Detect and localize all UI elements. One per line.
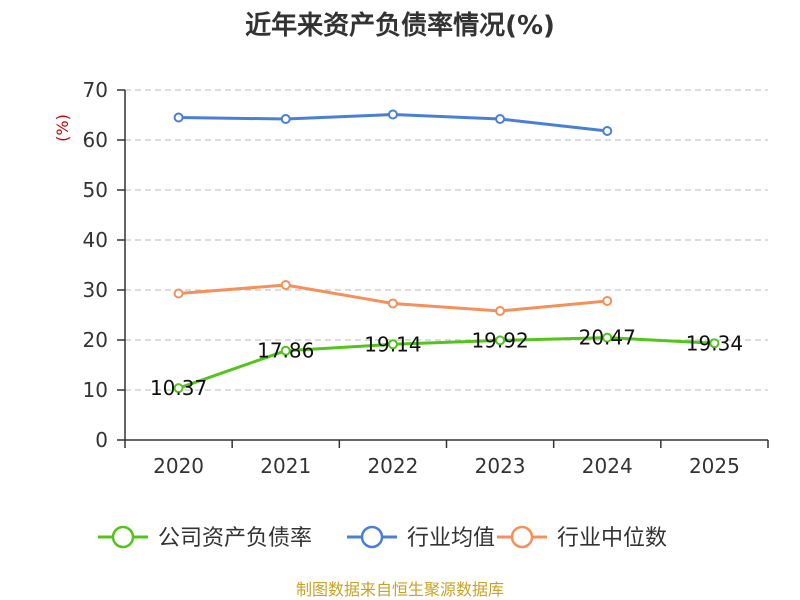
data-point[interactable] bbox=[495, 114, 506, 124]
series-1 bbox=[173, 109, 613, 136]
y-axis-unit: (%) bbox=[53, 114, 72, 142]
y-tick-labels: 0 10 20 30 40 50 60 70 bbox=[83, 78, 108, 452]
series-2 bbox=[173, 280, 613, 316]
data-label: 10.37 bbox=[150, 376, 207, 400]
data-point[interactable] bbox=[280, 345, 291, 356]
data-point[interactable] bbox=[495, 306, 506, 316]
grid-lines bbox=[125, 89, 768, 391]
data-point[interactable] bbox=[173, 383, 184, 394]
x-tick-label: 2024 bbox=[582, 454, 633, 478]
legend-swatch-marker bbox=[360, 525, 384, 549]
legend-swatch-marker bbox=[111, 525, 135, 549]
legend-label: 行业中位数 bbox=[557, 526, 667, 551]
chart-title: 近年来资产负债率情况(%) bbox=[245, 10, 555, 41]
series-group: 10.37 17.86 19.14 19.92 20.47 19.34 bbox=[150, 109, 743, 401]
y-tick-label: 70 bbox=[83, 78, 108, 102]
data-point[interactable] bbox=[387, 109, 398, 120]
x-tick-label: 2021 bbox=[260, 454, 311, 478]
source-note: 制图数据来自恒生聚源数据库 bbox=[296, 580, 504, 599]
legend-label: 公司资产负债率 bbox=[158, 526, 312, 551]
x-tick-label: 2020 bbox=[153, 454, 204, 478]
y-tick-label: 60 bbox=[83, 128, 108, 152]
series-line bbox=[177, 336, 716, 390]
data-label: 19.14 bbox=[364, 332, 421, 356]
data-label: 20.47 bbox=[579, 326, 636, 350]
data-label: 19.92 bbox=[471, 328, 528, 352]
y-tick-label: 0 bbox=[95, 428, 108, 452]
legend-swatch-marker bbox=[510, 525, 534, 549]
data-point[interactable] bbox=[387, 339, 398, 350]
x-tick-label: 2023 bbox=[475, 454, 526, 478]
y-tick-label: 20 bbox=[83, 328, 108, 352]
data-point[interactable] bbox=[602, 332, 613, 343]
x-tick-label: 2025 bbox=[689, 454, 740, 478]
legend-item-0[interactable]: 公司资产负债率 bbox=[98, 525, 312, 551]
data-point[interactable] bbox=[602, 126, 613, 136]
x-tick-labels: 2020 2021 2022 2023 2024 2025 bbox=[153, 454, 740, 478]
y-tick-label: 40 bbox=[83, 228, 108, 252]
y-tick-label: 30 bbox=[83, 278, 108, 302]
legend-label: 行业均值 bbox=[407, 526, 495, 551]
series-0: 10.37 17.86 19.14 19.92 20.47 19.34 bbox=[150, 326, 743, 401]
legend-item-2[interactable]: 行业中位数 bbox=[497, 525, 667, 551]
data-label: 17.86 bbox=[257, 339, 314, 363]
data-label: 19.34 bbox=[686, 331, 743, 355]
data-point[interactable] bbox=[173, 112, 184, 123]
axes bbox=[117, 89, 769, 448]
y-tick-label: 50 bbox=[83, 178, 108, 202]
data-point[interactable] bbox=[280, 280, 291, 290]
legend-item-1[interactable]: 行业均值 bbox=[347, 525, 495, 551]
data-point[interactable] bbox=[495, 335, 506, 346]
x-tick-label: 2022 bbox=[367, 454, 418, 478]
data-point[interactable] bbox=[709, 338, 720, 349]
data-point[interactable] bbox=[173, 288, 184, 299]
data-point[interactable] bbox=[387, 298, 398, 309]
legend: 公司资产负债率 行业均值 行业中位数 bbox=[98, 525, 667, 551]
y-tick-label: 10 bbox=[83, 378, 108, 402]
data-point[interactable] bbox=[602, 296, 613, 306]
data-point[interactable] bbox=[280, 114, 291, 124]
